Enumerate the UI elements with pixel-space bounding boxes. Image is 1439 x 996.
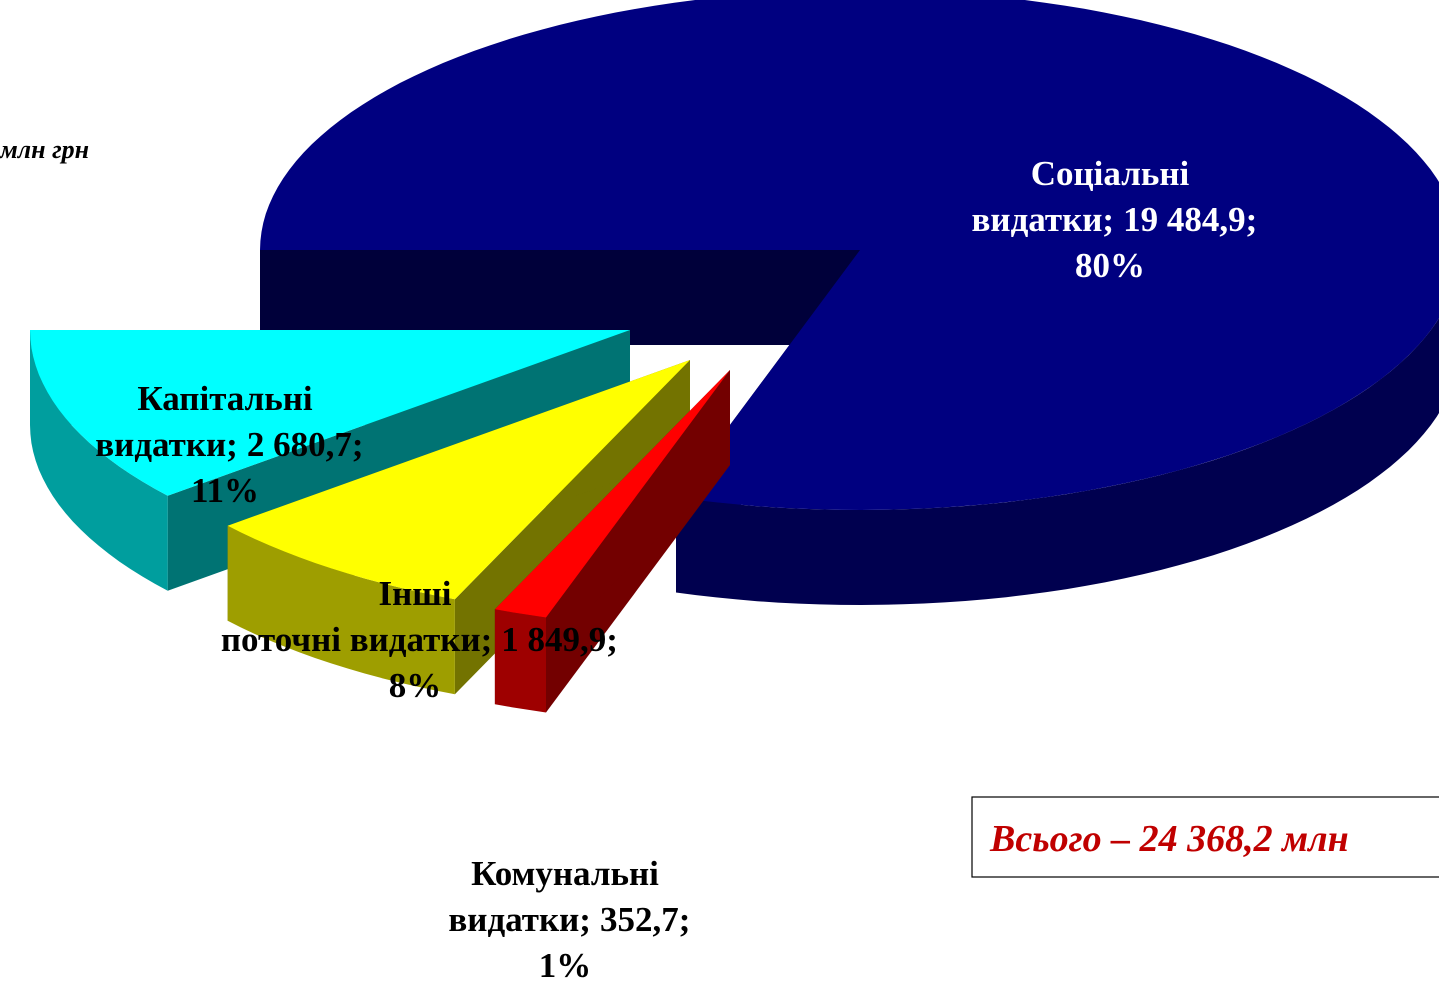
slice-radial-face <box>494 370 730 705</box>
slice-wall <box>30 330 168 591</box>
slice-wall <box>676 318 1439 605</box>
data-label-percent: 11% <box>191 471 259 510</box>
slice <box>227 360 690 600</box>
data-label-value: 1 849,9 <box>501 620 606 659</box>
data-label-separator: ; <box>679 900 691 939</box>
slice <box>260 0 1439 510</box>
slice <box>494 370 730 618</box>
category-line: видатки <box>87 425 227 464</box>
category-line: видатки <box>963 200 1103 239</box>
data-label-separator: ; <box>1102 200 1114 239</box>
data-label-category: Комунальні видатки <box>440 854 660 939</box>
data-label-value: 352,7 <box>600 900 679 939</box>
data-label-separator: ; <box>606 620 618 659</box>
data-label-separator: ; <box>481 620 493 659</box>
data-label-percent: 8% <box>389 666 442 705</box>
data-label-separator: ; <box>226 425 238 464</box>
total-box <box>971 796 1439 878</box>
data-label-category: Інші поточні видатки <box>212 574 481 659</box>
unit-label: млн грн <box>0 135 89 164</box>
data-label-separator: ; <box>1246 200 1258 239</box>
data-label-value: 19 484,9 <box>1123 200 1246 239</box>
slice <box>30 330 630 496</box>
slice-wall <box>494 609 546 713</box>
category-line: Комунальні <box>471 854 659 893</box>
slice-radial-face <box>260 250 860 345</box>
category-line: Інші <box>378 574 451 613</box>
data-label-separator: ; <box>579 900 591 939</box>
data-label-separator: ; <box>352 425 364 464</box>
category-line: поточні видатки <box>212 620 481 659</box>
data-label-value: 2 680,7 <box>247 425 352 464</box>
data-label-percent: 80% <box>1075 246 1145 285</box>
data-label-percent: 1% <box>539 946 592 985</box>
category-line: Соціальні <box>1031 154 1190 193</box>
data-label-category: Соціальні видатки <box>963 154 1190 239</box>
category-line: Капітальні <box>137 379 313 418</box>
total-label: Всього – 24 368,2 млн <box>989 818 1349 860</box>
slice-wall <box>227 525 455 695</box>
category-line: видатки <box>440 900 580 939</box>
data-label-category: Капітальні видатки <box>87 379 313 464</box>
